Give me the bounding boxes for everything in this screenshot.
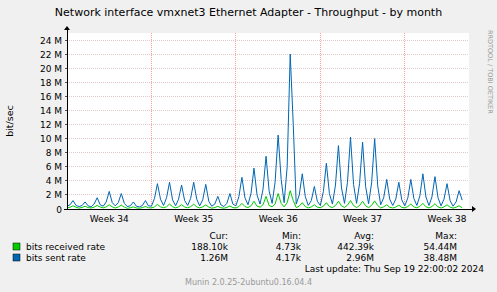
x-tick-label: Week 35 xyxy=(174,214,213,224)
x-grid-line xyxy=(320,33,321,209)
stat-value: 188.10k xyxy=(191,242,228,252)
x-axis-arrow xyxy=(472,206,476,212)
y-tick-label: 2 M xyxy=(46,190,62,200)
stat-header: Max: xyxy=(435,231,457,241)
title: Network interface vmxnet3 Ethernet Adapt… xyxy=(55,6,442,19)
background xyxy=(0,0,497,292)
y-tick-label: 12 M xyxy=(40,120,62,130)
y-grid-line xyxy=(67,68,469,69)
stat-header: Avg: xyxy=(354,231,374,241)
y-tick-label: 6 M xyxy=(46,162,62,172)
footer: Munin 2.0.25-2ubuntu0.16.04.4 xyxy=(185,278,312,287)
legend-swatch xyxy=(13,243,20,250)
y-tick-label: 22 M xyxy=(40,50,62,60)
stat-value: 4.73k xyxy=(276,242,302,252)
stat-header: Cur: xyxy=(209,231,228,241)
series-line xyxy=(67,191,462,209)
y-tick-label: 10 M xyxy=(40,134,62,144)
x-axis-line xyxy=(64,209,472,210)
y-tick-label: 14 M xyxy=(40,106,62,116)
y-tick-label: 18 M xyxy=(40,78,62,88)
stat-value: 442.39k xyxy=(337,242,374,252)
chart: Network interface vmxnet3 Ethernet Adapt… xyxy=(0,0,497,292)
y-tick-label: 0 xyxy=(56,205,62,215)
series-line xyxy=(67,54,462,207)
stat-value: 4.17k xyxy=(276,253,302,263)
y-grid-line xyxy=(67,54,469,55)
y-tick-label: 24 M xyxy=(40,36,62,46)
x-tick-label: Week 34 xyxy=(90,214,129,224)
y-grid-line xyxy=(67,166,469,167)
stat-value: 1.26M xyxy=(200,253,228,263)
y-grid-line xyxy=(67,96,469,97)
y-grid-line xyxy=(67,124,469,125)
x-grid-line xyxy=(235,33,236,209)
last-update: Last update: Thu Sep 19 22:00:02 2024 xyxy=(305,264,485,274)
y-axis-line xyxy=(67,30,68,209)
watermark: RRDTOOL / TOBI OETIKER xyxy=(486,30,494,114)
legend-label: bits received rate xyxy=(26,242,105,252)
legend-swatch xyxy=(13,254,20,261)
y-axis-arrow xyxy=(64,26,70,30)
x-grid-line xyxy=(151,33,152,209)
y-tick-label: 4 M xyxy=(46,176,62,186)
stat-value: 38.48M xyxy=(423,253,457,263)
series-group xyxy=(67,54,462,208)
stat-value: 2.96M xyxy=(346,253,374,263)
stat-header: Min: xyxy=(282,231,301,241)
x-tick-label: Week 37 xyxy=(343,214,382,224)
y-grid-line xyxy=(67,40,469,41)
y-grid-line xyxy=(67,138,469,139)
y-grid-line xyxy=(67,82,469,83)
y-tick-label: 8 M xyxy=(46,148,62,158)
y-tick-label: 16 M xyxy=(40,92,62,102)
page: {"chart_data": { "type": "line", "title"… xyxy=(0,0,497,292)
x-grid-line xyxy=(404,33,405,209)
y-axis-label: bit/sec xyxy=(4,105,15,137)
x-tick-label: Week 38 xyxy=(428,214,467,224)
y-grid-line xyxy=(67,152,469,153)
plot-area xyxy=(67,33,469,209)
x-tick-label: Week 36 xyxy=(259,214,298,224)
y-tick-label: 20 M xyxy=(40,64,62,74)
stat-value: 54.44M xyxy=(423,242,457,252)
legend-label: bits sent rate xyxy=(26,253,86,263)
y-grid-line xyxy=(67,110,469,111)
